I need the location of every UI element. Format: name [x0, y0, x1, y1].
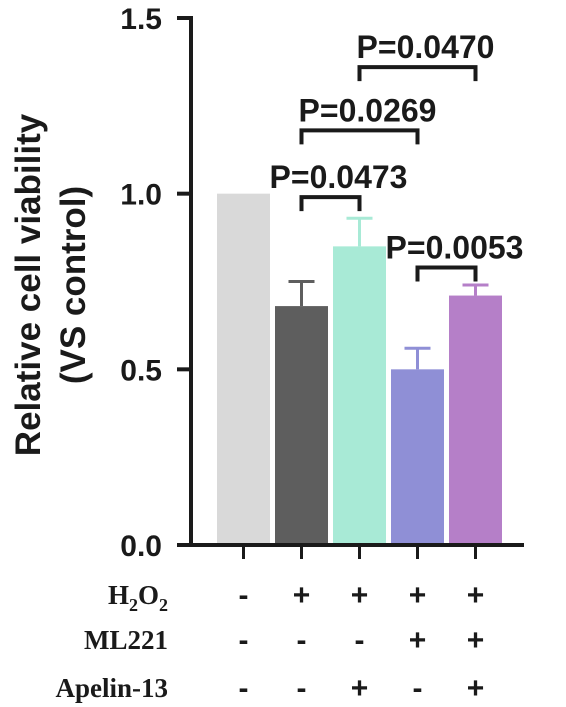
- p-value-label: P=0.0473: [270, 159, 408, 195]
- plus-sign: +: [351, 672, 369, 705]
- minus-sign: -: [297, 624, 307, 657]
- y-tick-label: 0.0: [120, 530, 162, 563]
- minus-sign: -: [355, 624, 365, 657]
- y-axis-label-line: Relative cell viability: [9, 113, 48, 456]
- significance-brackets: P=0.0473 P=0.0269 P=0.0053 P=0.0470: [270, 29, 524, 282]
- minus-sign: -: [297, 672, 307, 705]
- bar: [333, 246, 386, 545]
- p-value-label: P=0.0053: [386, 229, 524, 265]
- minus-sign: -: [413, 672, 423, 705]
- plus-sign: +: [293, 579, 311, 612]
- error-bars: [288, 216, 489, 370]
- plus-sign: +: [467, 579, 485, 612]
- p-value-label: P=0.0269: [299, 92, 437, 128]
- y-ticks: 0.0 0.5 1.0 1.5: [120, 3, 191, 563]
- condition-table: H2O2 - + + + + ML221 - - - + + Apelin-13 - - + - +: [55, 579, 484, 705]
- significance-bracket: [357, 65, 478, 82]
- y-tick-label: 1.0: [120, 179, 162, 212]
- condition-label: Apelin-13: [55, 673, 168, 703]
- condition-label: ML221: [84, 625, 168, 655]
- p-value-label: P=0.0470: [357, 29, 495, 65]
- bar: [275, 306, 328, 545]
- y-axis-label: Relative cell viability (VS control): [9, 113, 93, 456]
- bar: [449, 295, 502, 545]
- significance-bracket: [299, 195, 362, 212]
- plus-sign: +: [351, 579, 369, 612]
- significance-bracket: [299, 128, 420, 145]
- bar: [217, 193, 270, 545]
- x-ticks: [242, 545, 477, 559]
- plus-sign: +: [409, 624, 427, 657]
- minus-sign: -: [239, 624, 249, 657]
- y-tick-label: 0.5: [120, 354, 162, 387]
- plus-sign: +: [467, 624, 485, 657]
- bars: [217, 193, 502, 545]
- plus-sign: +: [409, 579, 427, 612]
- plus-sign: +: [467, 672, 485, 705]
- minus-sign: -: [239, 579, 249, 612]
- y-tick-label: 1.5: [120, 3, 162, 36]
- minus-sign: -: [239, 672, 249, 705]
- condition-label: H2O2: [108, 580, 168, 615]
- significance-bracket: [415, 265, 478, 282]
- bar: [391, 369, 444, 545]
- y-axis-label-line: (VS control): [54, 186, 93, 384]
